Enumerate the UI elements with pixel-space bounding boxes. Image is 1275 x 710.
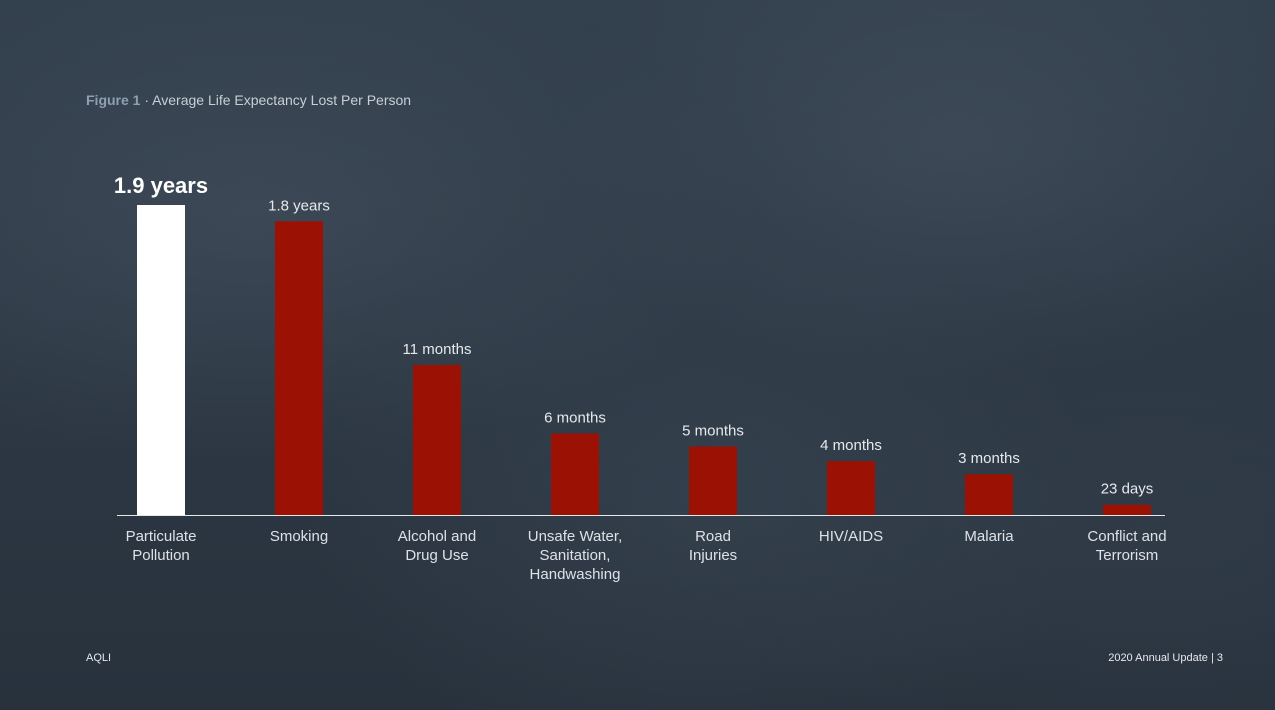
value-label-1: 1.8 years (268, 197, 330, 214)
bar-6 (965, 474, 1013, 515)
figure-label: Figure 1 (86, 92, 141, 108)
category-label-3: Unsafe Water, Sanitation, Handwashing (528, 528, 622, 583)
category-label-1: Smoking (270, 528, 328, 545)
bar-5 (827, 461, 875, 515)
bar-4 (689, 446, 737, 515)
value-label-7: 23 days (1101, 481, 1154, 498)
value-label-2: 11 months (403, 341, 472, 358)
bar-0 (137, 205, 185, 515)
value-label-5: 4 months (820, 437, 882, 454)
bar-2 (413, 364, 461, 515)
figure-title: Figure 1 · Average Life Expectancy Lost … (86, 92, 411, 108)
value-label-6: 3 months (958, 450, 1020, 467)
bar-7 (1103, 504, 1151, 515)
category-label-6: Malaria (964, 528, 1014, 545)
category-label-0: Particulate Pollution (126, 528, 197, 564)
value-label-0: 1.9 years (114, 173, 208, 198)
category-label-4: Road Injuries (689, 528, 737, 564)
figure-title-text: Average Life Expectancy Lost Per Person (152, 92, 412, 108)
value-label-3: 6 months (544, 409, 606, 426)
bars-group (137, 205, 1151, 515)
category-labels-group: Particulate Pollution Smoking Alcohol and Dr… (126, 528, 1167, 583)
figure-separator: · (144, 92, 150, 108)
bar-1 (275, 221, 323, 515)
bar-3 (551, 433, 599, 515)
category-label-2: Alcohol and Drug Use (398, 528, 476, 564)
footer-brand: AQLI (86, 652, 112, 664)
footer-page-info: 2020 Annual Update | 3 (1108, 652, 1223, 664)
category-label-7: Conflict and Terrorism (1087, 528, 1166, 564)
category-label-5: HIV/AIDS (819, 528, 883, 545)
value-labels-group: 1.9 years 1.8 years 11 months 6 months 5 mon… (114, 173, 1153, 498)
value-label-4: 5 months (682, 422, 744, 439)
